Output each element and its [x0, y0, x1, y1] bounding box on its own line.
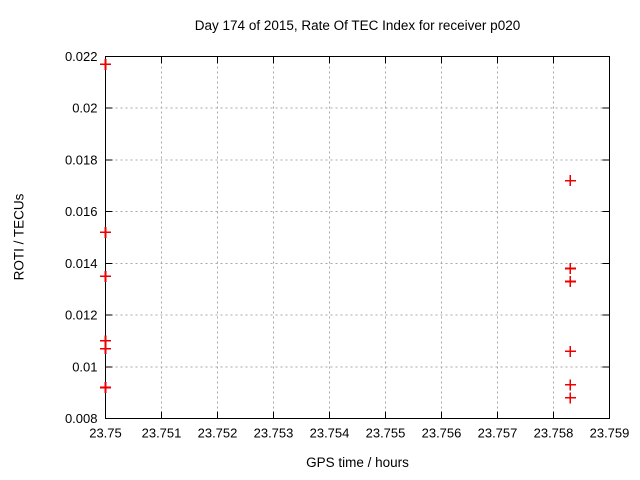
y-tick-label: 0.01	[72, 359, 97, 374]
y-tick-label: 0.02	[72, 101, 97, 116]
x-tick-label: 23.758	[534, 426, 574, 441]
y-tick-label: 0.022	[65, 49, 98, 64]
x-tick-label: 23.757	[478, 426, 518, 441]
plot-border	[105, 56, 610, 419]
y-tick-label: 0.008	[65, 411, 98, 426]
x-tick-label: 23.756	[422, 426, 462, 441]
y-tick-label: 0.014	[65, 256, 98, 271]
x-tick-label: 23.752	[198, 426, 238, 441]
chart-title: Day 174 of 2015, Rate Of TEC Index for r…	[194, 18, 521, 33]
x-tick-label: 23.754	[310, 426, 350, 441]
x-tick-label: 23.755	[366, 426, 406, 441]
x-tick-label: 23.759	[590, 426, 630, 441]
x-tick-label: 23.75	[89, 426, 122, 441]
y-tick-label: 0.016	[65, 204, 98, 219]
x-tick-label: 23.753	[254, 426, 294, 441]
x-axis-title: GPS time / hours	[306, 455, 409, 470]
y-tick-label: 0.018	[65, 152, 98, 167]
x-tick-label: 23.751	[142, 426, 182, 441]
y-tick-label: 0.012	[65, 308, 98, 323]
